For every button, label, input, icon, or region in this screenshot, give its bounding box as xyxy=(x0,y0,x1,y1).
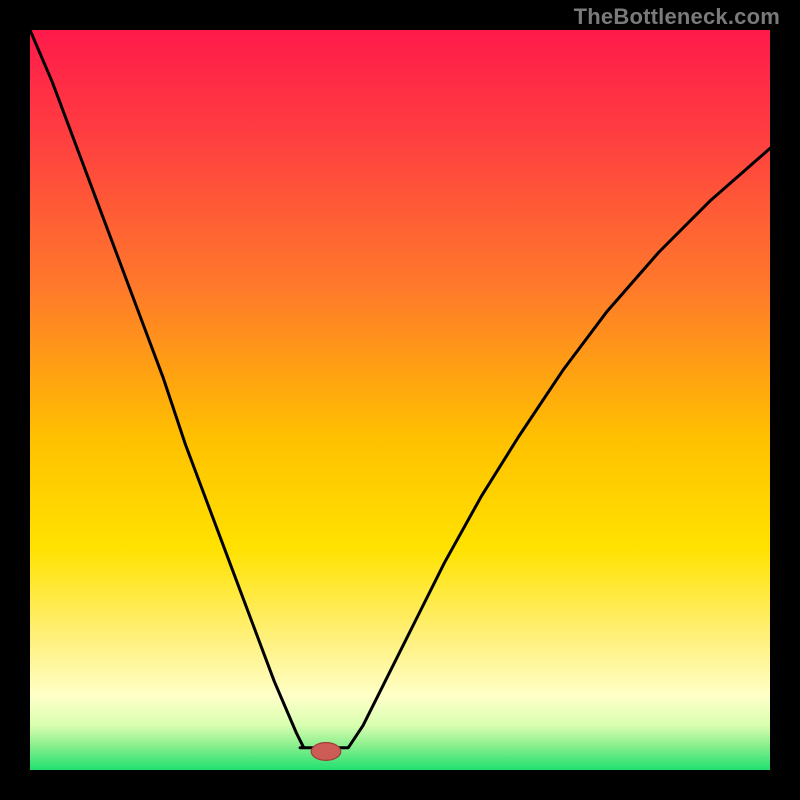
plot-background xyxy=(30,30,770,770)
chart-frame: TheBottleneck.com xyxy=(0,0,800,800)
watermark-text: TheBottleneck.com xyxy=(574,4,780,30)
optimal-point-marker xyxy=(311,743,341,761)
chart-svg xyxy=(0,0,800,800)
